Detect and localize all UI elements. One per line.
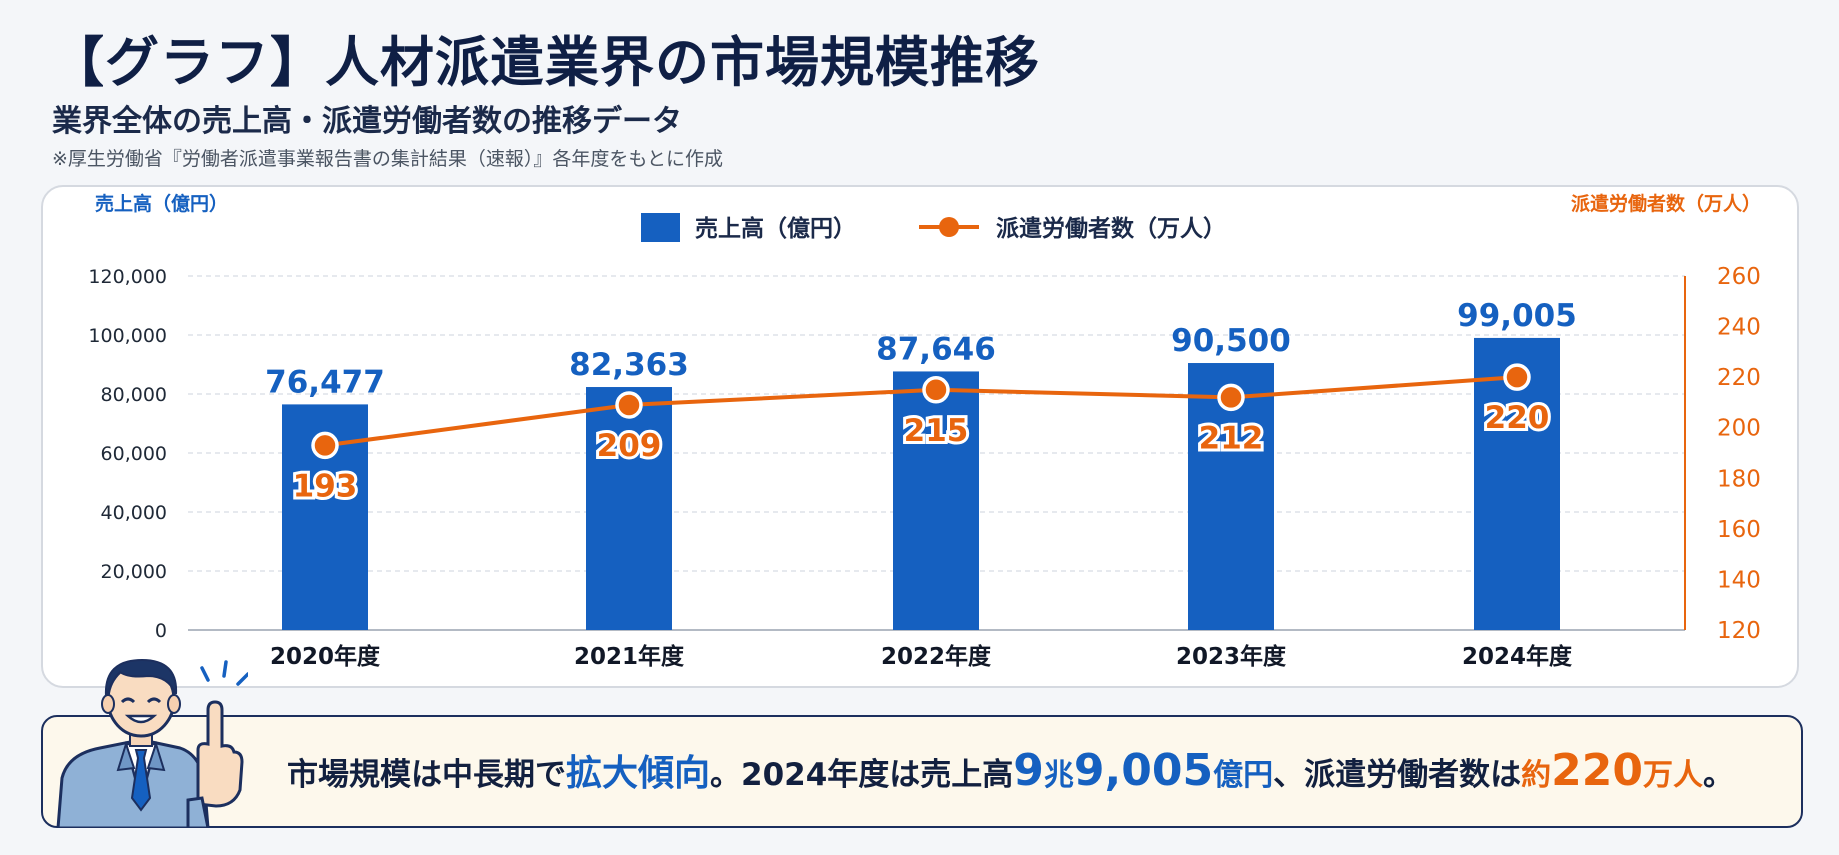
y-left-tick-label: 80,000 (101, 384, 167, 406)
summary-approx: 約 (1521, 758, 1552, 793)
chart-card: 0 20,000 40,000 60,000 80,000 100,000 120,000 1… (41, 185, 1799, 688)
y-right-tick-label: 200 (1717, 416, 1761, 442)
y-right-tick-label: 140 (1717, 567, 1761, 593)
y-left-axis-title: 売上高（億円） (95, 192, 228, 215)
legend-line-marker (939, 217, 959, 237)
bar-value-label: 90,500 (1171, 323, 1291, 359)
legend-bar-swatch (641, 213, 680, 242)
summary-num-workers: 220 (1551, 745, 1643, 796)
y-right-tick-label: 260 (1717, 264, 1761, 290)
summary-unit-workers: 万人 (1642, 758, 1703, 793)
x-tick-label: 2023年度 (1176, 643, 1287, 670)
summary-end: 。 (1702, 757, 1734, 793)
line-point (1503, 363, 1531, 391)
y-left-tick-label: 20,000 (101, 561, 167, 583)
businessman-pointing-icon (56, 658, 248, 828)
line-value-label: 215 (904, 413, 969, 449)
bar-value-label: 99,005 (1457, 298, 1577, 334)
bar-value-label: 82,363 (569, 347, 689, 383)
y-right-tick-label: 220 (1717, 365, 1761, 391)
bar (893, 371, 979, 630)
y-right-axis-title: 派遣労働者数（万人） (1571, 192, 1761, 215)
summary-part2: 。2024年度は売上高 (710, 757, 1014, 793)
summary-part1: 市場規模は中長期で (287, 757, 566, 793)
line-value-label: 220 (1485, 400, 1550, 436)
bar-value-label: 87,646 (876, 331, 996, 367)
summary-unit-oku: 億円 (1213, 758, 1274, 793)
y-right-tick-label: 160 (1717, 517, 1761, 543)
line-point (311, 431, 339, 460)
x-tick-label: 2021年度 (574, 643, 685, 670)
line-point (615, 391, 643, 419)
summary-part3: 、派遣労働者数は (1273, 757, 1522, 793)
page-subtitle: 業界全体の売上高・派遣労働者数の推移データ (52, 104, 682, 139)
legend-line-label: 派遣労働者数（万人） (996, 215, 1226, 242)
y-right-tick-label: 240 (1717, 315, 1761, 341)
bar-value-label: 76,477 (265, 364, 385, 400)
summary-highlight: 拡大傾向 (566, 753, 711, 794)
y-right-tick-label: 120 (1717, 618, 1761, 644)
summary-num-trillion: 9 (1013, 745, 1044, 796)
bar (586, 387, 672, 630)
y-left-tick-label: 100,000 (88, 325, 167, 347)
x-tick-label: 2024年度 (1462, 643, 1573, 670)
line-value-label: 212 (1199, 420, 1264, 456)
line-point (1217, 383, 1245, 412)
y-left-tick-label: 40,000 (101, 502, 167, 524)
y-left-tick-label: 60,000 (101, 443, 167, 465)
line-point (922, 376, 950, 404)
y-left-tick-label: 120,000 (88, 266, 167, 288)
summary-unit-trillion: 兆 (1043, 758, 1074, 793)
source-note: ※厚生労働省『労働者派遣事業報告書の集計結果（速報）』各年度をもとに作成 (52, 148, 724, 170)
line-value-label: 193 (293, 468, 358, 504)
y-right-tick-label: 180 (1717, 466, 1761, 492)
combo-chart: 0 20,000 40,000 60,000 80,000 100,000 120,000 1… (88, 192, 1761, 670)
legend-bar-label: 売上高（億円） (695, 215, 856, 242)
summary-card: 市場規模は中長期で拡大傾向。2024年度は売上高9兆9,005億円、派遣労働者数… (41, 715, 1803, 828)
line-value-label: 209 (597, 428, 662, 464)
summary-text: 市場規模は中長期で拡大傾向。2024年度は売上高9兆9,005億円、派遣労働者数… (287, 743, 1734, 804)
y-left-tick-label: 0 (155, 620, 167, 642)
page-title: 【グラフ】人材派遣業界の市場規模推移 (50, 31, 1040, 94)
summary-num-oku: 9,005 (1073, 745, 1214, 796)
x-tick-label: 2022年度 (881, 643, 992, 670)
x-tick-label: 2020年度 (270, 643, 381, 670)
